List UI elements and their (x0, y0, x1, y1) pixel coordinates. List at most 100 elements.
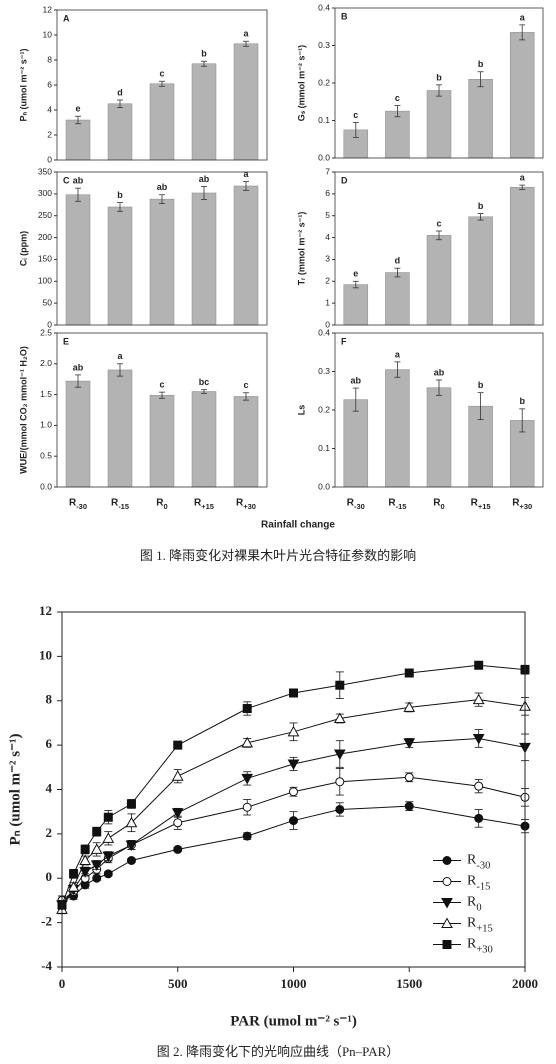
marker (335, 804, 345, 814)
marker (472, 733, 485, 745)
y-tick-label: 12 (39, 603, 52, 618)
y-axis-title: Tᵣ (mmol m⁻² s⁻¹) (296, 212, 306, 286)
bar (149, 83, 175, 161)
y-tick-label: 250 (38, 210, 52, 220)
y-tick-label: 150 (38, 254, 52, 264)
marker (241, 736, 254, 748)
x-axis-title: PAR (umol m⁻² s⁻¹) (230, 1013, 357, 1029)
plot-frame (334, 7, 544, 159)
y-tick-label: 100 (38, 276, 52, 286)
y-tick-label: 2 (47, 129, 52, 139)
marker (92, 827, 102, 837)
y-tick-label: 10 (43, 29, 53, 39)
marker (335, 680, 345, 690)
figure-caption: 图 1. 降雨变化对裸果木叶片光合特征参数的影响 (140, 548, 416, 563)
marker (287, 759, 300, 771)
y-tick-label: 6 (325, 188, 330, 198)
error-bar (352, 121, 359, 138)
x-tick-label: 2000 (512, 976, 538, 991)
bar (233, 43, 259, 161)
error-bar (117, 99, 123, 108)
marker (173, 818, 183, 828)
bar (191, 391, 217, 488)
y-tick-label: 2 (325, 276, 330, 286)
significance-letter: d (117, 87, 123, 97)
x-tick-label: R-15 (111, 498, 129, 512)
y-tick-label: 8 (46, 692, 53, 707)
y-axis-title: Pₙ (umol m⁻² s⁻¹) (7, 733, 23, 845)
x-tick-label: 0 (59, 976, 66, 991)
error-bar (352, 280, 359, 289)
significance-letter: c (159, 69, 164, 79)
y-tick-label: 200 (38, 232, 52, 242)
bar (426, 235, 452, 326)
x-tick-label: R+15 (471, 498, 491, 512)
y-tick-label: 0.0 (40, 481, 52, 491)
x-tick-label: R-15 (388, 498, 406, 512)
error-bar (201, 186, 207, 200)
significance-letter: b (478, 59, 484, 69)
marker (474, 813, 484, 823)
marker (242, 802, 252, 812)
marker (90, 860, 103, 871)
y-tick-label: 0.3 (318, 366, 330, 376)
x-tick-label: R+30 (512, 498, 532, 512)
marker (173, 740, 183, 750)
y-tick-label: 0 (47, 154, 52, 164)
error-bar (117, 363, 123, 377)
legend-label: R-15 (467, 874, 490, 893)
y-tick-label: 12 (43, 4, 53, 14)
error-bar (159, 80, 165, 87)
y-tick-label: 0.2 (318, 404, 330, 414)
marker (404, 772, 414, 782)
marker (79, 867, 91, 878)
bar (343, 399, 369, 488)
significance-letter: c (353, 110, 358, 120)
x-tick-label: 1500 (396, 976, 422, 991)
error-bar (394, 267, 401, 278)
significance-letter: c (436, 218, 441, 228)
marker (103, 869, 113, 879)
significance-letter: e (353, 269, 358, 279)
bar (107, 206, 133, 326)
marker (403, 738, 416, 749)
marker (474, 660, 484, 670)
error-bar (159, 391, 165, 399)
x-tick-label: 1000 (281, 976, 307, 991)
panel-label: C (63, 175, 70, 185)
x-tick-label: R-30 (347, 498, 365, 512)
marker (442, 856, 452, 865)
y-tick-label: 0.2 (318, 77, 330, 87)
error-bar (477, 392, 484, 421)
bar (233, 185, 259, 326)
error-bar (352, 387, 359, 412)
y-tick-label: 0.5 (40, 450, 52, 460)
marker (442, 940, 452, 949)
marker (404, 668, 414, 678)
plot-frame (334, 171, 544, 326)
y-axis-title: Cᵢ (ppm) (18, 231, 28, 266)
bar (468, 79, 493, 159)
bar (385, 110, 410, 159)
x-tick-label: R+30 (236, 498, 256, 512)
y-tick-label: 1.5 (40, 389, 52, 399)
significance-letter: b (478, 380, 484, 390)
marker (474, 781, 484, 791)
y-tick-label: 0.1 (318, 115, 330, 125)
significance-letter: ab (351, 375, 362, 385)
bar (107, 103, 133, 161)
y-tick-label: 2 (46, 825, 53, 840)
series-line (61, 664, 526, 906)
marker (441, 898, 453, 909)
x-axis-title: Rainfall change (261, 520, 335, 531)
y-tick-label: 350 (38, 166, 52, 176)
bar (509, 187, 535, 326)
legend-label: R+30 (467, 937, 493, 956)
plot-frame (61, 611, 526, 968)
y-axis-title: Pₙ (umol m⁻² s⁻¹) (18, 48, 28, 121)
significance-letter: b (117, 190, 123, 200)
y-tick-label: 10 (39, 647, 52, 662)
bar (149, 198, 175, 326)
y-tick-label: 0.3 (318, 40, 330, 50)
x-tick-label: 500 (168, 976, 188, 991)
